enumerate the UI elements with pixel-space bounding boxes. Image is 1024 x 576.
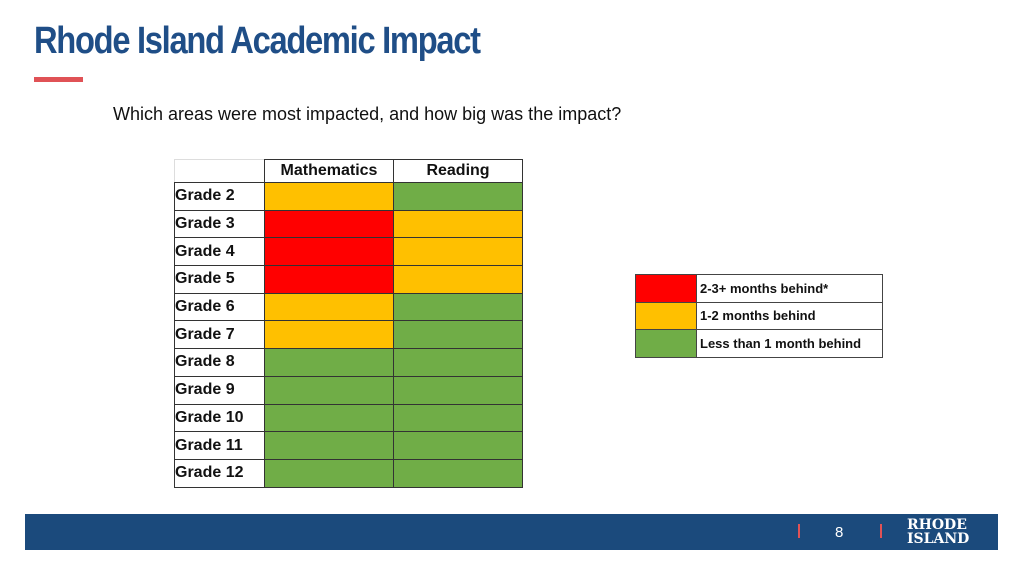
table-row: Grade 8: [174, 348, 523, 377]
grade-label: Grade 3: [174, 209, 265, 239]
reading-impact-cell: [393, 237, 523, 267]
mathematics-impact-cell: [264, 182, 394, 211]
mathematics-impact-cell: [264, 431, 394, 460]
table-row: Grade 10: [174, 403, 523, 433]
table-row: Grade 5: [174, 265, 523, 294]
legend-swatch: [635, 329, 697, 358]
mathematics-impact-cell: [264, 237, 394, 267]
grade-label: Grade 8: [174, 348, 265, 377]
grade-label: Grade 9: [174, 375, 265, 405]
legend: 2-3+ months behind* 1-2 months behind Less…: [635, 274, 883, 358]
table-row: Grade 2: [174, 182, 523, 211]
reading-impact-cell: [393, 348, 523, 377]
reading-impact-cell: [393, 182, 523, 211]
mathematics-impact-cell: [264, 458, 394, 488]
mathematics-impact-cell: [264, 292, 394, 322]
reading-impact-cell: [393, 265, 523, 294]
grade-label: Grade 5: [174, 265, 265, 294]
page-number: 8: [835, 524, 844, 541]
legend-item: Less than 1 month behind: [635, 329, 883, 358]
column-header-reading: Reading: [393, 159, 523, 183]
reading-impact-cell: [393, 209, 523, 239]
grade-label: Grade 7: [174, 320, 265, 350]
legend-swatch: [635, 274, 697, 303]
reading-impact-cell: [393, 292, 523, 322]
footer-separator: [880, 524, 882, 538]
column-header-mathematics: Mathematics: [264, 159, 394, 183]
grade-label: Grade 2: [174, 182, 265, 211]
mathematics-impact-cell: [264, 375, 394, 405]
reading-impact-cell: [393, 375, 523, 405]
grade-label: Grade 6: [174, 292, 265, 322]
legend-label: 2-3+ months behind*: [696, 274, 883, 303]
page-title: Rhode Island Academic Impact: [34, 20, 481, 62]
grade-label: Grade 12: [174, 458, 265, 488]
grade-label: Grade 10: [174, 403, 265, 433]
grade-label: Grade 4: [174, 237, 265, 267]
legend-label: 1-2 months behind: [696, 301, 883, 330]
table-row: Grade 12: [174, 458, 523, 488]
mathematics-impact-cell: [264, 403, 394, 433]
legend-label: Less than 1 month behind: [696, 329, 883, 358]
reading-impact-cell: [393, 431, 523, 460]
mathematics-impact-cell: [264, 320, 394, 350]
footer-separator: [798, 524, 800, 538]
legend-swatch: [635, 301, 697, 330]
grade-label: Grade 11: [174, 431, 265, 460]
table-row: Grade 7: [174, 320, 523, 350]
table-row: Grade 6: [174, 292, 523, 322]
table-row: Grade 4: [174, 237, 523, 267]
rhode-island-logo: RHODE ISLAND: [907, 518, 969, 546]
legend-item: 2-3+ months behind*: [635, 274, 883, 303]
mathematics-impact-cell: [264, 209, 394, 239]
title-underline: [34, 77, 83, 82]
mathematics-impact-cell: [264, 265, 394, 294]
subtitle: Which areas were most impacted, and how …: [113, 104, 622, 124]
impact-table: Mathematics Reading Grade 2 Grade 3 Grade …: [174, 159, 523, 488]
table-header-row: Mathematics Reading: [174, 159, 523, 183]
corner-header: [174, 159, 265, 183]
logo-line-2: ISLAND: [907, 531, 970, 547]
table-row: Grade 9: [174, 375, 523, 405]
footer-bar: 8 RHODE ISLAND: [25, 514, 998, 550]
logo-line-1: RHODE: [907, 517, 967, 533]
mathematics-impact-cell: [264, 348, 394, 377]
reading-impact-cell: [393, 458, 523, 488]
reading-impact-cell: [393, 403, 523, 433]
legend-item: 1-2 months behind: [635, 301, 883, 330]
table-row: Grade 11: [174, 431, 523, 460]
reading-impact-cell: [393, 320, 523, 350]
table-row: Grade 3: [174, 209, 523, 239]
